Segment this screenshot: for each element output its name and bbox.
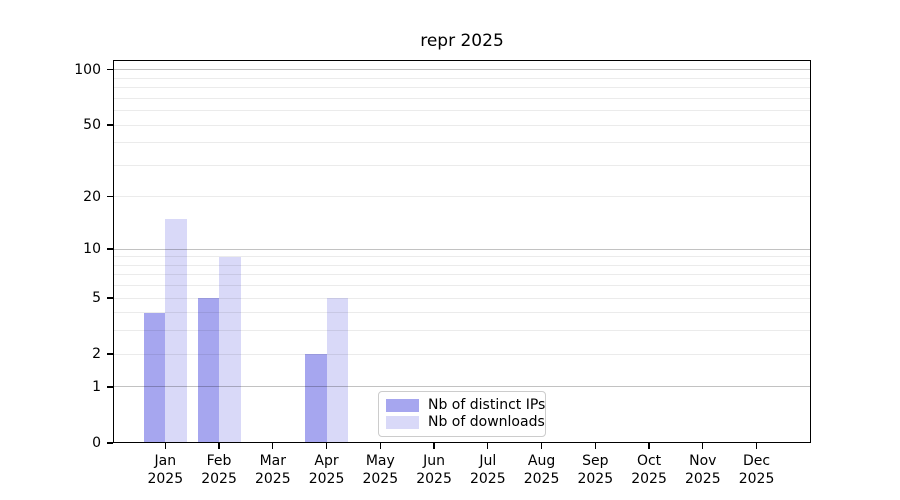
x-tick-month: May (365, 453, 395, 469)
x-tick-label: Jun 2025 (394, 452, 474, 488)
legend: Nb of distinct IPs Nb of downloads (378, 391, 546, 437)
x-tick-year: 2025 (308, 471, 345, 487)
x-tick (433, 443, 435, 449)
x-tick (272, 443, 274, 449)
minor-gridline (113, 164, 811, 166)
x-tick-label: Mar 2025 (233, 452, 313, 488)
x-tick-month: Apr (314, 453, 339, 469)
y-tick-label: 1 (92, 378, 101, 395)
minor-gridline (113, 87, 811, 89)
x-tick-month: Nov (689, 453, 717, 469)
x-tick-label: Jul 2025 (448, 452, 528, 488)
minor-gridline (113, 264, 811, 266)
y-tick (107, 353, 113, 355)
x-tick-year: 2025 (469, 471, 506, 487)
legend-label-distinct-ips: Nb of distinct IPs (428, 397, 546, 413)
minor-gridline (113, 256, 811, 258)
y-tick (107, 124, 113, 126)
bar-downloads (326, 298, 349, 443)
minor-gridline (113, 330, 811, 332)
y-tick-label: 5 (92, 290, 101, 307)
minor-gridline (113, 110, 811, 112)
x-tick (379, 443, 381, 449)
plot-area: 0 1 2 5 10 20 50 100 Jan 2025 Feb 2025 Mar 2025 Apr 202… (74, 60, 811, 487)
y-tick-label: 50 (83, 117, 101, 134)
x-tick-label: Nov 2025 (663, 452, 743, 488)
x-tick (487, 443, 489, 449)
y-tick-label: 2 (92, 346, 101, 363)
minor-gridline (113, 285, 811, 287)
minor-gridline (113, 353, 811, 355)
x-tick-month: Aug (527, 453, 556, 469)
minor-gridline (113, 77, 811, 79)
x-tick-year: 2025 (201, 471, 237, 487)
x-tick (648, 443, 650, 449)
major-gridline (113, 248, 811, 250)
x-tick-label: May 2025 (340, 452, 420, 488)
x-tick-year: 2025 (738, 471, 775, 487)
x-tick (218, 443, 220, 449)
major-gridline (113, 386, 811, 388)
x-tick-month: Mar (259, 453, 286, 469)
x-tick-label: Dec 2025 (717, 452, 797, 488)
x-tick-label: Sep 2025 (555, 452, 635, 488)
legend-swatch-downloads (386, 416, 419, 429)
x-tick (702, 443, 704, 449)
bar-distinct-ips (305, 354, 327, 443)
x-tick (164, 443, 166, 449)
minor-gridline (113, 312, 811, 314)
minor-gridline (113, 124, 811, 126)
x-tick-month: Jan (154, 453, 177, 469)
minor-gridline (113, 297, 811, 299)
x-tick-year: 2025 (416, 471, 452, 487)
x-tick (540, 443, 543, 449)
legend-swatch-distinct-ips (386, 399, 419, 412)
x-tick-year: 2025 (684, 471, 721, 487)
x-tick-label: Jan 2025 (125, 452, 205, 488)
y-tick-label: 100 (74, 61, 101, 78)
minor-gridline (113, 274, 811, 276)
x-tick-label: Feb 2025 (179, 452, 259, 488)
x-tick-label: Apr 2025 (287, 452, 367, 488)
y-tick (107, 196, 113, 198)
x-tick-month: Jul (479, 453, 497, 469)
x-tick-year: 2025 (147, 471, 184, 487)
legend-item-downloads: Nb of downloads (386, 415, 545, 430)
x-tick-month: Oct (636, 453, 662, 469)
x-tick (325, 443, 328, 449)
x-tick (755, 443, 758, 449)
x-tick-year: 2025 (631, 471, 667, 487)
bar-distinct-ips (197, 298, 220, 443)
x-tick-label: Oct 2025 (609, 452, 689, 488)
x-tick-label: Aug 2025 (502, 452, 582, 488)
x-tick-month: Dec (743, 453, 771, 469)
x-tick-year: 2025 (577, 471, 614, 487)
y-tick-label: 20 (83, 188, 101, 205)
chart-title: repr 2025 (420, 31, 504, 51)
legend-label-downloads: Nb of downloads (428, 414, 545, 430)
x-tick-year: 2025 (362, 471, 399, 487)
y-tick (107, 69, 113, 71)
y-tick (107, 297, 113, 299)
x-tick-year: 2025 (523, 471, 560, 487)
x-tick-year: 2025 (254, 471, 291, 487)
bar-downloads (219, 256, 241, 443)
x-tick (594, 443, 596, 449)
bar-distinct-ips (143, 312, 166, 443)
minor-gridline (113, 196, 811, 198)
x-tick-month: Feb (206, 453, 232, 469)
minor-gridline (113, 142, 811, 144)
y-tick (107, 442, 113, 444)
x-tick-month: Jun (423, 453, 445, 469)
x-tick-month: Sep (582, 453, 609, 469)
y-tick-label: 10 (83, 241, 101, 258)
bar-downloads (165, 218, 187, 443)
major-gridline (113, 69, 811, 71)
legend-item-distinct-ips: Nb of distinct IPs (386, 398, 545, 413)
y-tick (107, 248, 113, 250)
y-tick-label: 0 (92, 435, 101, 451)
minor-gridline (113, 97, 811, 99)
y-tick (107, 386, 113, 388)
